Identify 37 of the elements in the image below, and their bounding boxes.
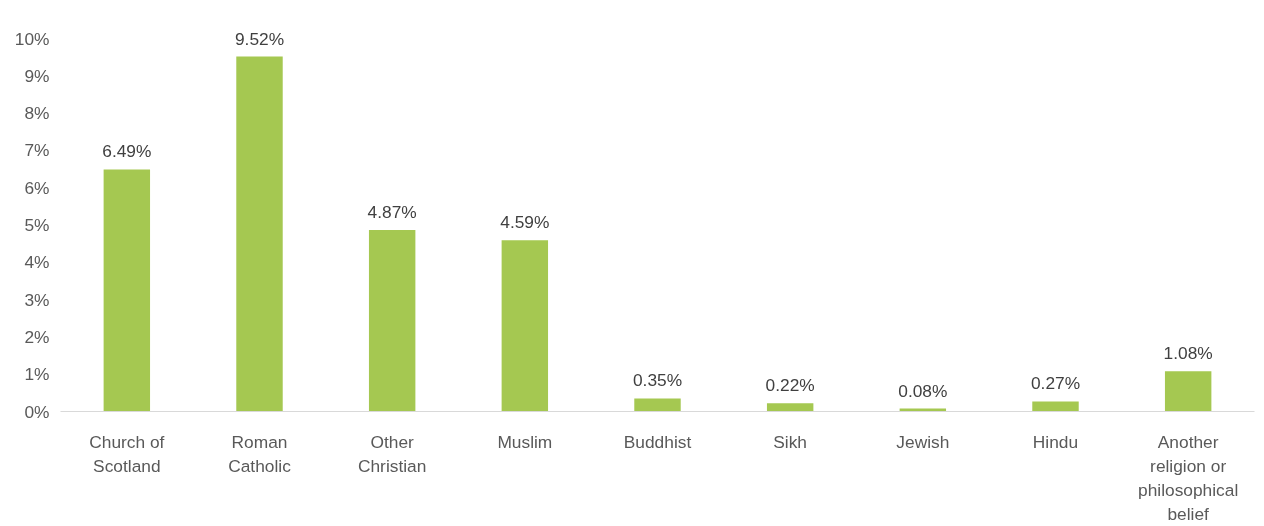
- bar: [236, 56, 283, 412]
- x-tick-label: Sikh: [773, 431, 808, 452]
- bar: [766, 403, 814, 412]
- bar: [501, 240, 549, 412]
- data-label: 0.35%: [632, 370, 683, 391]
- x-tick-label: Buddhist: [623, 431, 692, 452]
- y-tick-label: 1%: [24, 364, 50, 385]
- data-label: 0.08%: [898, 380, 948, 401]
- bar: [1164, 371, 1212, 412]
- y-tick-label: 6%: [24, 177, 50, 198]
- data-label: 0.22%: [765, 375, 815, 396]
- bar: [634, 398, 681, 412]
- y-tick-label: 9%: [24, 65, 50, 86]
- x-tick-label: Roman Catholic: [228, 431, 292, 476]
- y-tick-label: 10%: [14, 28, 50, 49]
- x-tick-label: Other Christian: [357, 431, 427, 476]
- y-tick-label: 4%: [24, 252, 50, 273]
- y-tick-label: 5%: [24, 215, 50, 236]
- data-label: 1.08%: [1163, 343, 1213, 364]
- bar: [103, 169, 151, 412]
- x-tick-label: Another religion or philosophical belief: [1138, 431, 1239, 524]
- x-tick-label: Jewish: [896, 431, 950, 452]
- x-tick-label: Hindu: [1032, 431, 1079, 452]
- y-tick-label: 2%: [24, 326, 50, 347]
- data-label: 4.59%: [500, 212, 550, 233]
- y-tick-label: 7%: [24, 140, 50, 161]
- y-tick-label: 3%: [24, 289, 50, 310]
- data-label: 9.52%: [234, 28, 285, 49]
- bar: [1032, 401, 1079, 412]
- data-label: 4.87%: [367, 201, 417, 222]
- y-tick-label: 0%: [24, 401, 50, 422]
- x-tick-label: Church of Scotland: [89, 431, 165, 476]
- data-label: 0.27%: [1030, 373, 1081, 394]
- data-label: 6.49%: [102, 141, 152, 162]
- y-tick-label: 8%: [24, 103, 50, 124]
- bar: [368, 229, 416, 412]
- x-tick-label: Muslim: [497, 431, 553, 452]
